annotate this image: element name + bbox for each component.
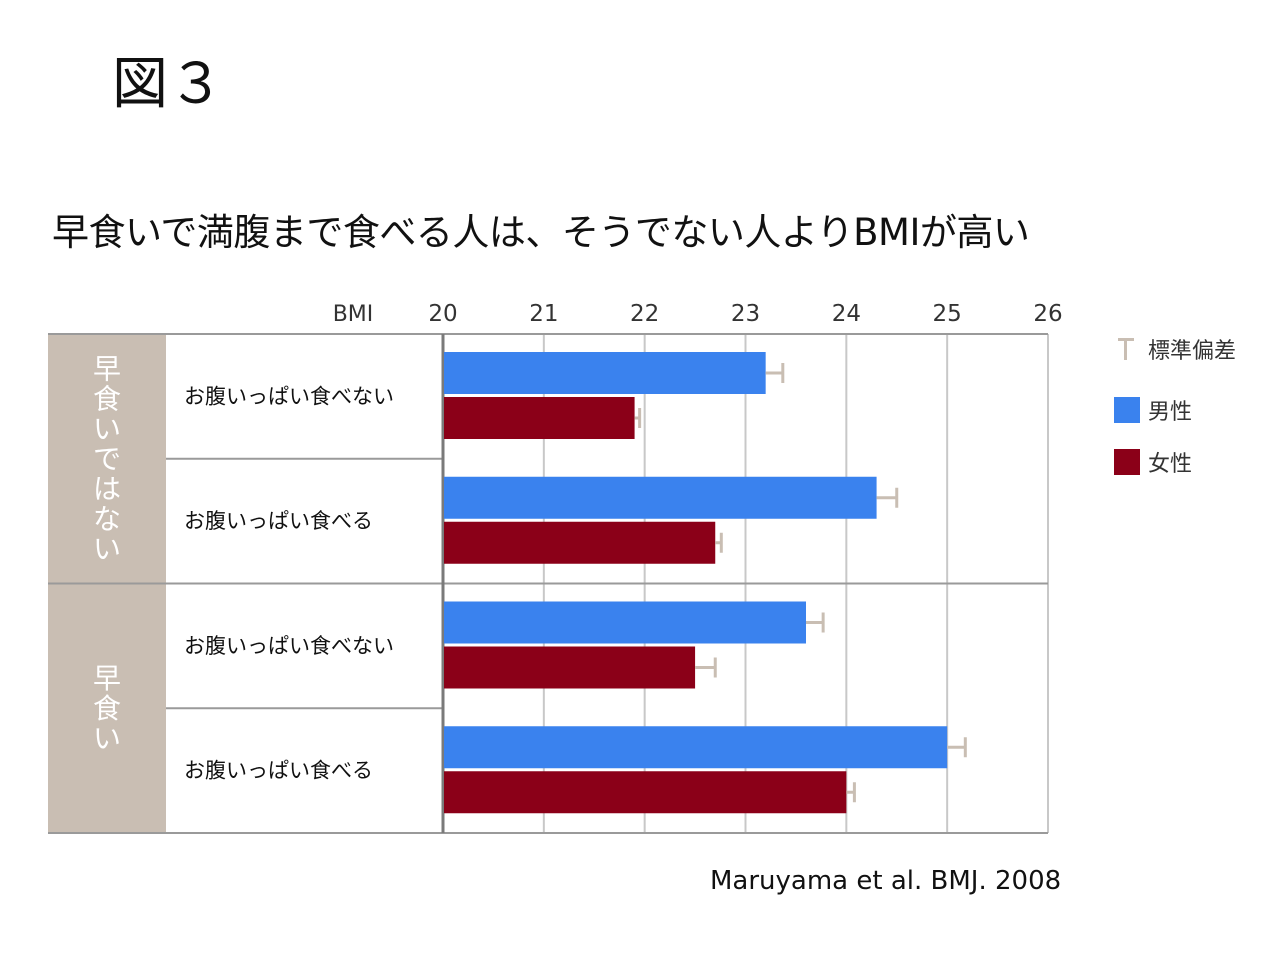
x-tick-label: 21 (529, 301, 558, 327)
group-label-background (48, 334, 166, 584)
group-label-char: 早 (93, 662, 121, 695)
legend-female-swatch (1114, 449, 1140, 475)
group-label-char: 早 (93, 352, 121, 385)
row-label: お腹いっぱい食べない (184, 634, 394, 658)
group-label-background (48, 583, 166, 833)
bar-male (444, 476, 877, 519)
legend-female: 女性 (1114, 446, 1192, 478)
x-tick-label: 24 (832, 301, 861, 327)
bar-female (444, 771, 847, 814)
bar-female (444, 521, 716, 564)
error-bar-icon (1114, 336, 1140, 362)
legend-error-label: 標準偏差 (1148, 339, 1237, 364)
row-label: お腹いっぱい食べる (184, 759, 373, 783)
legend-female-label: 女性 (1148, 452, 1193, 477)
legend-error-bar: 標準偏差 (1114, 333, 1236, 365)
group-label-char: は (93, 472, 121, 505)
bar-male (444, 601, 806, 644)
legend-male: 男性 (1114, 394, 1192, 426)
x-tick-label: 26 (1033, 301, 1062, 327)
row-label: お腹いっぱい食べる (184, 509, 373, 533)
x-axis-label: BMI (333, 302, 374, 327)
x-tick-label: 23 (731, 301, 760, 327)
group-label-char: い (93, 412, 121, 445)
group-label-char: い (93, 532, 121, 565)
bar-female (444, 646, 696, 689)
chart-headline: 早食いで満腹まで食べる人は、そうでない人よりBMIが高い (52, 211, 1030, 254)
x-tick-label: 22 (630, 301, 659, 327)
group-label-char: 食 (93, 382, 121, 415)
legend-male-swatch (1114, 397, 1140, 423)
source-citation: Maruyama et al. BMJ. 2008 (710, 866, 1062, 896)
figure-label: 図３ (112, 52, 224, 117)
bar-male (444, 352, 766, 394)
x-tick-label: 25 (933, 301, 962, 327)
group-label-char: で (93, 442, 121, 475)
row-label: お腹いっぱい食べない (184, 384, 394, 408)
group-label-char: い (93, 722, 121, 755)
group-label-char: 食 (93, 692, 121, 725)
bar-female (444, 397, 635, 439)
legend-male-label: 男性 (1148, 400, 1193, 425)
x-tick-label: 20 (428, 301, 457, 327)
group-label-char: な (93, 502, 121, 535)
bar-male (444, 726, 948, 769)
